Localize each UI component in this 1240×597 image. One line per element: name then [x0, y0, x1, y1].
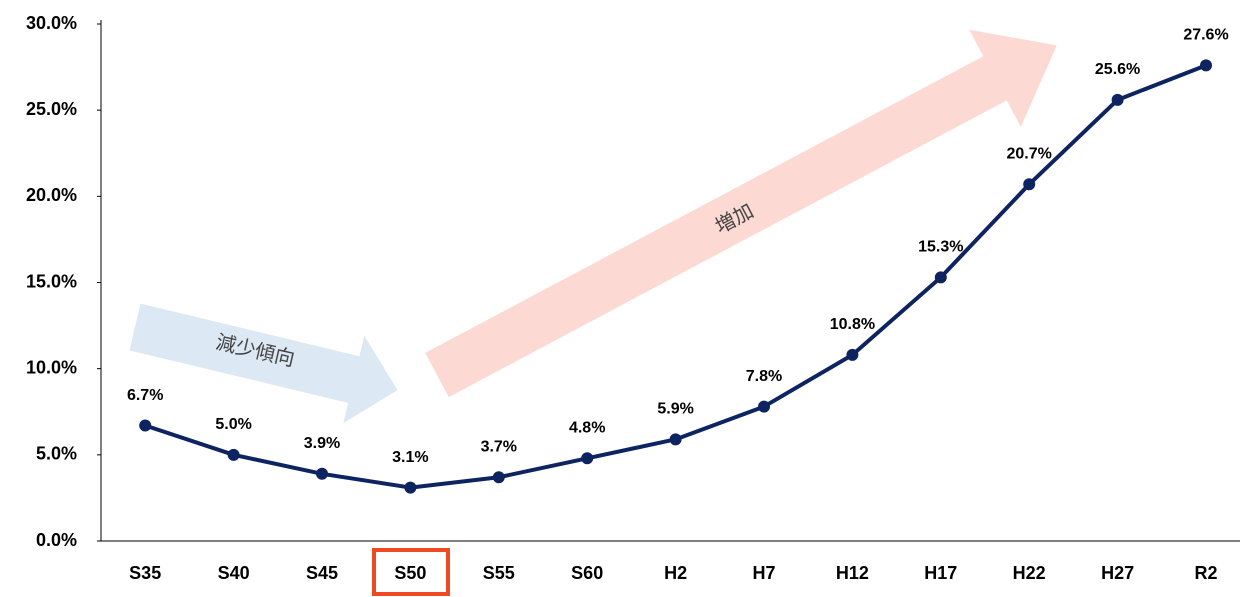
- x-tick-label: S45: [306, 563, 338, 583]
- value-label: 5.0%: [215, 416, 251, 433]
- value-label: 6.7%: [127, 387, 163, 404]
- point: [1200, 59, 1212, 72]
- value-label: 27.6%: [1183, 27, 1228, 44]
- point: [1111, 93, 1124, 106]
- x-tick-label: R2: [1194, 563, 1217, 583]
- x-tick-label: S60: [571, 563, 603, 583]
- x-tick-label: S55: [483, 563, 515, 583]
- y-tick-label: 15.0%: [26, 271, 77, 291]
- x-tick-label: H12: [836, 563, 869, 583]
- line: [144, 63, 1207, 490]
- y-tick-label: 5.0%: [36, 444, 77, 464]
- point: [669, 433, 682, 446]
- y-tick-label: 10.0%: [26, 357, 77, 377]
- x-tick-label: H2: [664, 563, 687, 583]
- x-tick-label: S35: [129, 563, 161, 583]
- x-tick-label: H22: [1013, 563, 1046, 583]
- y-tick-label: 30.0%: [26, 13, 77, 33]
- y-tick-label: 0.0%: [36, 530, 77, 550]
- point: [404, 481, 417, 494]
- value-label: 10.8%: [830, 316, 875, 333]
- decrease-arrow: [129, 303, 398, 424]
- x-tick-label: H7: [752, 563, 775, 583]
- highlight-box: [372, 548, 450, 596]
- x-tick-label: H17: [924, 563, 957, 583]
- value-label: 3.9%: [304, 435, 340, 452]
- value-label: 4.8%: [569, 419, 605, 436]
- point: [758, 400, 770, 413]
- y-tick-label: 20.0%: [26, 185, 77, 205]
- x-tick-label: S40: [218, 563, 250, 583]
- point: [139, 419, 152, 432]
- value-label: 15.3%: [918, 239, 963, 256]
- point: [1023, 178, 1036, 191]
- increase-arrow: [425, 29, 1057, 398]
- point: [316, 467, 328, 480]
- value-label: 3.7%: [481, 438, 517, 455]
- point: [934, 271, 947, 284]
- value-label: 20.7%: [1007, 145, 1052, 162]
- x-tick-label: H27: [1101, 563, 1134, 583]
- point: [492, 471, 505, 484]
- value-label: 25.6%: [1095, 61, 1140, 78]
- x-tick-label: S50: [394, 563, 426, 583]
- point: [846, 348, 859, 361]
- value-label: 3.1%: [392, 449, 428, 466]
- point: [227, 448, 240, 461]
- value-label: 7.8%: [746, 368, 782, 385]
- value-label: 5.9%: [657, 401, 693, 418]
- point: [581, 452, 594, 465]
- y-tick-label: 25.0%: [26, 99, 77, 119]
